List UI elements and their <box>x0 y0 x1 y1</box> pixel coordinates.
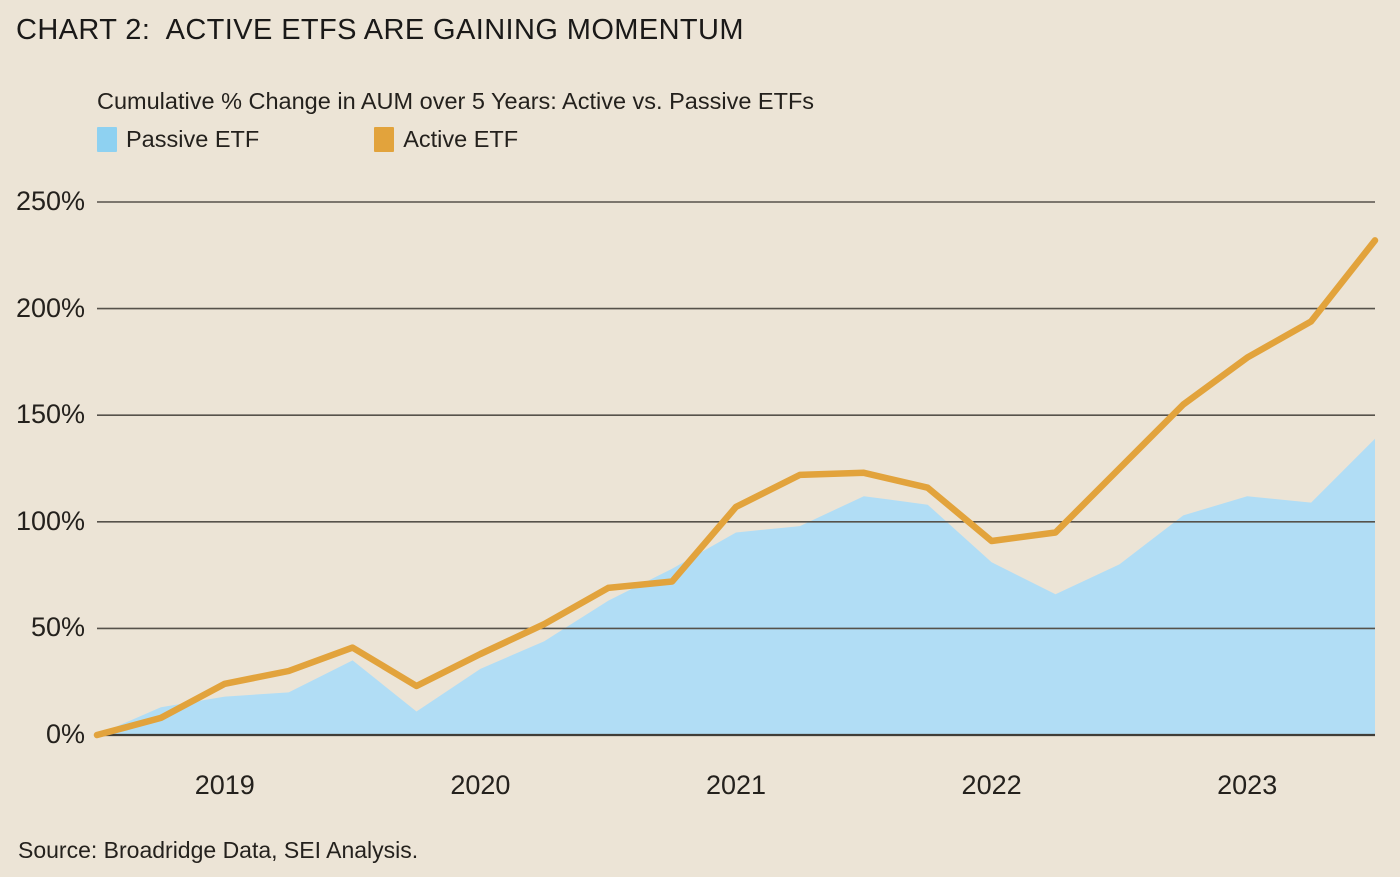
y-tick-label-150%: 150% <box>15 399 85 430</box>
y-tick-label-250%: 250% <box>15 186 85 216</box>
legend-item-passive-etf: Passive ETF <box>97 126 259 153</box>
legend-swatch-icon <box>374 127 395 152</box>
chart-subtitle: Cumulative % Change in AUM over 5 Years:… <box>97 88 815 114</box>
legend-swatch-icon <box>97 127 117 152</box>
x-tick-label-2022: 2022 <box>961 770 1022 800</box>
legend-label: Active ETF <box>403 126 519 152</box>
x-tick-label-2021: 2021 <box>705 770 767 800</box>
y-tick-label-50%: 50% <box>30 612 85 643</box>
y-tick-label-200%: 200% <box>15 292 85 323</box>
source-note: Source: Broadridge Data, SEI Analysis. <box>18 837 419 863</box>
chart-legend: Passive ETF Active ETF <box>97 126 518 153</box>
x-tick-label-2020: 2020 <box>450 770 511 800</box>
passive-etf-area <box>97 438 1375 735</box>
x-tick-label-2019: 2019 <box>194 770 255 800</box>
y-tick-label-100%: 100% <box>15 505 85 536</box>
legend-item-active-etf: Active ETF <box>374 126 518 153</box>
y-tick-label-0%: 0% <box>45 719 85 749</box>
page-title: CHART 2: ACTIVE ETFS ARE GAINING MOMENTU… <box>16 14 744 46</box>
x-tick-label-2023: 2023 <box>1217 770 1278 800</box>
active-etf-line <box>93 237 1379 739</box>
legend-label: Passive ETF <box>126 126 260 152</box>
